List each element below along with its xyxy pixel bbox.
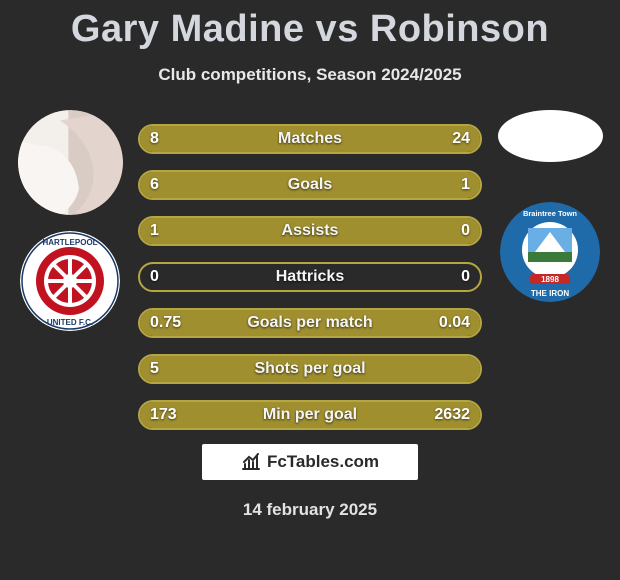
stat-row: 00Hattricks — [138, 262, 482, 292]
stat-bar-left-fill — [140, 310, 463, 336]
stat-left-value: 0.75 — [150, 308, 181, 338]
stat-bar-outline — [138, 262, 482, 292]
comparison-title: Gary Madine vs Robinson — [0, 0, 620, 51]
stat-row: 61Goals — [138, 170, 482, 200]
right-club-crest: Braintree Town THE IRON 1898 — [500, 202, 600, 302]
left-player-photo — [18, 110, 123, 215]
svg-text:1898: 1898 — [541, 275, 559, 284]
watermark-text: FcTables.com — [267, 452, 379, 472]
stat-left-value: 8 — [150, 124, 159, 154]
stat-row: 824Matches — [138, 124, 482, 154]
stat-bar-right-fill — [225, 126, 480, 152]
svg-text:Braintree Town: Braintree Town — [523, 209, 577, 218]
svg-text:THE IRON: THE IRON — [531, 289, 569, 298]
svg-text:HARTLEPOOL: HARTLEPOOL — [42, 238, 97, 247]
right-player-column: Braintree Town THE IRON 1898 — [490, 110, 610, 302]
stat-left-value: 1 — [150, 216, 159, 246]
stat-right-value: 0 — [461, 262, 470, 292]
stat-row: 0.750.04Goals per match — [138, 308, 482, 338]
svg-text:UNITED F.C.: UNITED F.C. — [47, 318, 93, 327]
stat-left-value: 5 — [150, 354, 159, 384]
left-player-column: HARTLEPOOL UNITED F.C. — [10, 110, 130, 331]
stat-bar-right-fill — [431, 172, 480, 198]
stat-bar-left-fill — [140, 218, 480, 244]
stat-right-value: 0.04 — [439, 308, 470, 338]
stat-right-value: 1 — [461, 170, 470, 200]
stat-left-value: 173 — [150, 400, 177, 430]
chart-icon — [241, 453, 261, 471]
stat-row: 5Shots per goal — [138, 354, 482, 384]
right-player-photo — [498, 110, 603, 162]
stat-left-value: 6 — [150, 170, 159, 200]
stat-bar-left-fill — [140, 356, 480, 382]
stat-right-value: 2632 — [434, 400, 470, 430]
stat-row: 1732632Min per goal — [138, 400, 482, 430]
stat-row: 10Assists — [138, 216, 482, 246]
stat-right-value: 0 — [461, 216, 470, 246]
stat-right-value: 24 — [452, 124, 470, 154]
stat-bar-right-fill — [161, 402, 480, 428]
stat-bar-left-fill — [140, 172, 431, 198]
stat-bars: 824Matches61Goals10Assists00Hattricks0.7… — [138, 124, 482, 446]
fctables-watermark: FcTables.com — [202, 444, 418, 480]
left-club-crest: HARTLEPOOL UNITED F.C. — [20, 231, 120, 331]
comparison-subtitle: Club competitions, Season 2024/2025 — [0, 65, 620, 85]
stat-left-value: 0 — [150, 262, 159, 292]
comparison-date: 14 february 2025 — [0, 500, 620, 520]
